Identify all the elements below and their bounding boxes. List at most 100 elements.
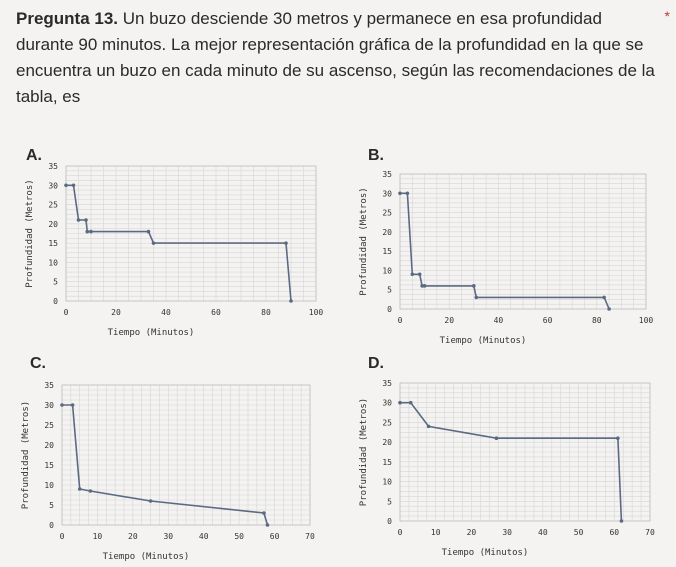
x-tick-label: 10 xyxy=(431,528,441,537)
data-point xyxy=(64,183,68,188)
y-tick-label: 10 xyxy=(382,478,392,487)
plot-frame xyxy=(65,165,317,302)
data-point xyxy=(76,218,81,222)
y-tick-label: 15 xyxy=(382,458,392,467)
y-tick-label: 0 xyxy=(387,517,392,526)
data-point xyxy=(417,272,422,277)
y-tick-label: 5 xyxy=(387,286,392,295)
question-body: Un buzo desciende 30 metros y permanece … xyxy=(16,9,655,106)
x-tick-label: 50 xyxy=(574,528,584,537)
x-tick-label: 0 xyxy=(398,528,403,537)
data-point xyxy=(607,307,611,311)
x-axis-label: Tiempo (Minutos) xyxy=(440,336,527,346)
data-point xyxy=(70,403,75,407)
x-axis-label: Tiempo (Minutos) xyxy=(103,552,190,562)
data-point xyxy=(289,299,293,303)
x-tick-label: 0 xyxy=(64,308,69,317)
data-point xyxy=(89,229,93,234)
data-point xyxy=(71,183,76,188)
y-tick-label: 5 xyxy=(49,501,54,510)
data-point xyxy=(77,487,82,491)
x-tick-label: 40 xyxy=(161,308,171,317)
data-point xyxy=(408,400,413,405)
x-tick-label: 70 xyxy=(305,532,315,541)
y-tick-label: 35 xyxy=(44,381,54,390)
y-tick-label: 25 xyxy=(48,201,58,210)
plot-frame xyxy=(61,384,311,526)
data-point xyxy=(422,284,427,288)
data-point xyxy=(151,241,156,245)
data-point xyxy=(88,489,93,493)
chart-d[interactable]: 0 10 20 30 40 50 60 70 0 5 10 15 20 25 30 35 Tiempo (Min… xyxy=(340,375,670,565)
data-point xyxy=(472,284,476,288)
grid xyxy=(399,382,651,522)
y-tick-label: 25 xyxy=(382,209,392,218)
x-tick-label: 60 xyxy=(543,316,553,325)
x-tick-label: 30 xyxy=(163,532,173,541)
y-tick-label: 35 xyxy=(48,162,58,171)
data-point xyxy=(398,400,402,405)
x-tick-label: 20 xyxy=(444,316,454,325)
data-point xyxy=(265,523,270,527)
x-tick-label: 70 xyxy=(645,528,655,537)
y-axis-label: Profundidad (Metros) xyxy=(25,179,35,287)
chart-a-svg: 0 20 40 60 80 100 0 5 10 15 20 25 30 35 Tiempo (Minuto… xyxy=(25,162,323,338)
chart-c[interactable]: 0 10 20 30 40 50 60 70 0 5 10 15 20 25 30 35 Tiempo (Min… xyxy=(0,375,330,565)
y-tick-label: 5 xyxy=(53,278,58,287)
x-tick-label: 40 xyxy=(494,316,504,325)
y-tick-label: 20 xyxy=(382,438,392,447)
y-tick-label: 15 xyxy=(44,461,54,470)
y-tick-label: 20 xyxy=(44,441,54,450)
x-tick-label: 20 xyxy=(111,308,121,317)
y-tick-label: 15 xyxy=(48,239,58,248)
data-point xyxy=(60,403,64,407)
y-tick-label: 30 xyxy=(48,181,58,190)
x-tick-label: 20 xyxy=(128,532,138,541)
y-tick-label: 25 xyxy=(44,421,54,430)
y-tick-label: 10 xyxy=(44,481,54,490)
x-tick-label: 30 xyxy=(502,528,512,537)
x-tick-label: 20 xyxy=(467,528,477,537)
x-tick-label: 0 xyxy=(60,532,65,541)
option-d-label[interactable]: D. xyxy=(368,355,384,372)
x-axis-label: Tiempo (Minutos) xyxy=(108,328,195,338)
data-point xyxy=(146,229,151,234)
chart-b[interactable]: 0 20 40 60 80 100 0 5 10 15 20 25 30 35 Tiempo (Minuto… xyxy=(340,166,670,346)
x-tick-label: 40 xyxy=(199,532,209,541)
x-tick-label: 60 xyxy=(609,528,619,537)
y-tick-label: 10 xyxy=(382,266,392,275)
option-b-label[interactable]: B. xyxy=(368,147,384,164)
data-point xyxy=(405,191,410,196)
data-point xyxy=(284,241,288,245)
x-axis-label: Tiempo (Minutos) xyxy=(442,548,529,558)
x-tick-label: 80 xyxy=(261,308,271,317)
chart-d-svg: 0 10 20 30 40 50 60 70 0 5 10 15 20 25 30 35 Tiempo (Min… xyxy=(359,379,655,558)
data-point xyxy=(602,295,606,300)
plot-frame xyxy=(399,382,651,522)
option-c-label[interactable]: C. xyxy=(30,355,46,372)
chart-c-svg: 0 10 20 30 40 50 60 70 0 5 10 15 20 25 30 35 Tiempo (Min… xyxy=(21,381,315,562)
question-text: Pregunta 13. Un buzo desciende 30 metros… xyxy=(16,6,656,110)
y-axis-label: Profundidad (Metros) xyxy=(359,187,369,295)
grid xyxy=(65,165,317,302)
data-point xyxy=(494,436,499,440)
chart-a[interactable]: 0 20 40 60 80 100 0 5 10 15 20 25 30 35 Tiempo (Minuto… xyxy=(0,162,330,346)
question-number: Pregunta 13. xyxy=(16,9,119,28)
y-axis-label: Profundidad (Metros) xyxy=(21,401,31,509)
data-point xyxy=(616,436,620,440)
y-tick-label: 30 xyxy=(382,399,392,408)
y-tick-label: 30 xyxy=(44,401,54,410)
y-tick-label: 10 xyxy=(48,258,58,267)
data-point xyxy=(84,218,88,222)
grid xyxy=(399,173,647,310)
y-tick-label: 15 xyxy=(382,247,392,256)
option-a-label[interactable]: A. xyxy=(26,147,42,164)
data-point xyxy=(474,295,479,300)
data-point xyxy=(619,519,624,523)
x-tick-label: 60 xyxy=(270,532,280,541)
y-tick-label: 0 xyxy=(49,521,54,530)
x-tick-label: 100 xyxy=(639,316,654,325)
data-point xyxy=(410,272,415,277)
y-tick-label: 35 xyxy=(382,379,392,388)
y-tick-label: 5 xyxy=(387,497,392,506)
